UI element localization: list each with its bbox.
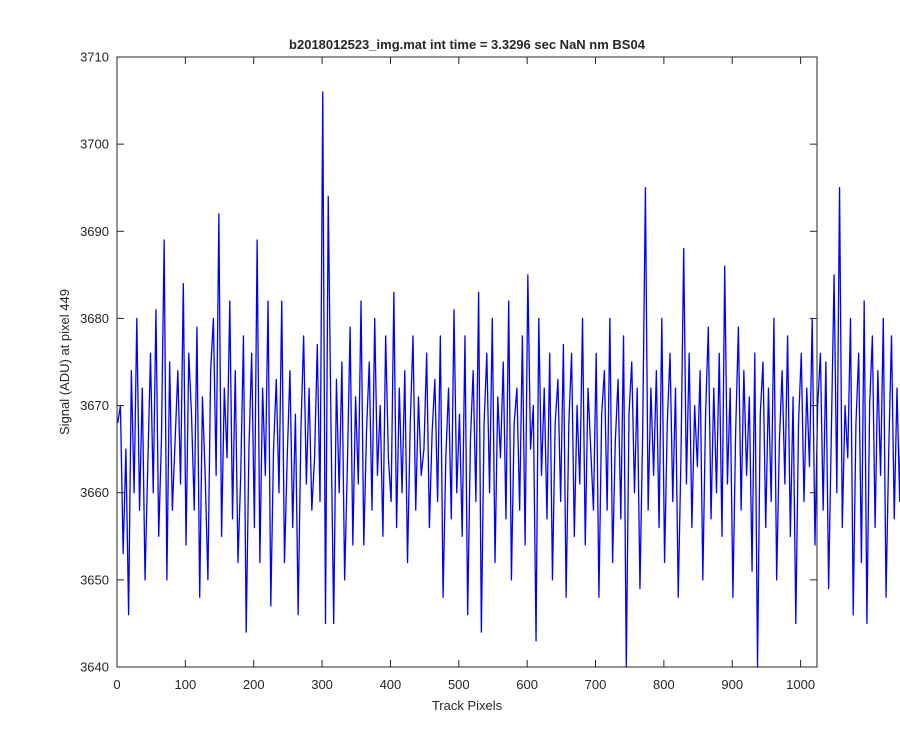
y-tick-label: 3700 — [80, 137, 109, 152]
x-tick-label: 100 — [175, 677, 197, 692]
x-tick-label: 1000 — [786, 677, 815, 692]
y-tick-label: 3650 — [80, 572, 109, 587]
x-tick-label: 800 — [653, 677, 675, 692]
x-tick-label: 300 — [311, 677, 333, 692]
x-tick-label: 500 — [448, 677, 470, 692]
y-tick-label: 3680 — [80, 311, 109, 326]
y-tick-label: 3670 — [80, 398, 109, 413]
x-tick-label: 700 — [585, 677, 607, 692]
x-axis-label: Track Pixels — [432, 698, 503, 713]
x-tick-label: 400 — [380, 677, 402, 692]
data-series-group — [117, 91, 900, 668]
x-tick-label: 900 — [721, 677, 743, 692]
chart-title: b2018012523_img.mat int time = 3.3296 se… — [289, 37, 646, 52]
axes-box — [116, 56, 818, 668]
y-tick-label: 3690 — [80, 224, 109, 239]
x-tick-label: 600 — [516, 677, 538, 692]
x-tick-label: 0 — [113, 677, 120, 692]
y-axis-label: Signal (ADU) at pixel 449 — [57, 289, 72, 435]
y-tick-label: 3660 — [80, 485, 109, 500]
x-tick-label: 200 — [243, 677, 265, 692]
tick-marks-group — [116, 56, 817, 668]
y-tick-label: 3710 — [80, 50, 109, 65]
data-series-line — [117, 91, 900, 668]
tick-labels-group: 0 100 200 300 400 500 600 700 800 900 1000 3640 3650… — [80, 50, 815, 693]
y-tick-label: 3640 — [80, 660, 109, 675]
